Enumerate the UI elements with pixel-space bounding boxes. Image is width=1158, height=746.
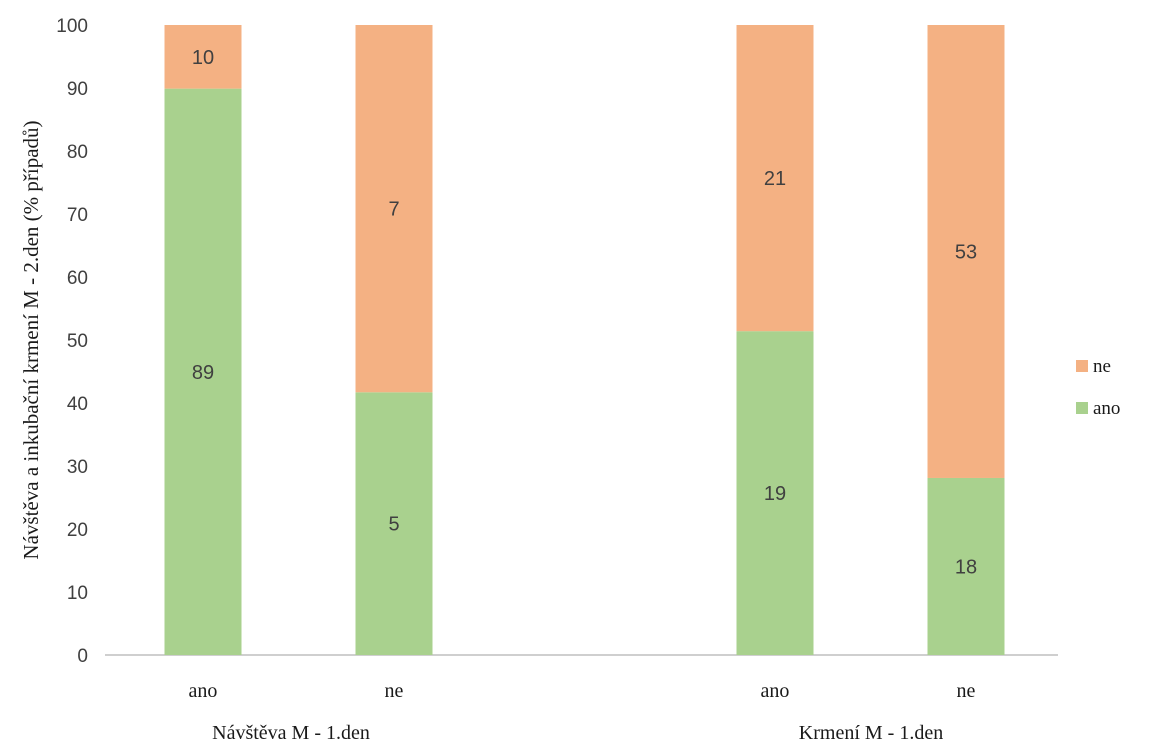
y-tick-label: 100	[56, 16, 88, 37]
legend-swatch-ne	[1076, 360, 1088, 372]
bars-layer	[164, 25, 1005, 655]
group-label: Návštěva M - 1.den	[212, 722, 370, 744]
data-label-ano: 89	[192, 362, 214, 384]
data-label-ano: 19	[764, 483, 786, 505]
y-tick-label: 80	[67, 142, 88, 163]
category-label: ne	[957, 680, 976, 702]
category-label: ano	[761, 680, 790, 702]
y-tick-label: 20	[67, 520, 88, 541]
legend-label-ne: ne	[1093, 356, 1111, 377]
bar-segment-ne	[736, 25, 814, 332]
category-label: ne	[385, 680, 404, 702]
axis-layer: 0 10 20 30 40 50 60 70 80 90 100	[56, 16, 1058, 667]
y-tick-label: 50	[67, 331, 88, 352]
bar-segment-ne	[927, 25, 1005, 478]
legend-label-ano: ano	[1093, 398, 1120, 419]
bar-segment-ne	[355, 25, 433, 393]
data-label-ne: 53	[955, 241, 977, 263]
bar-segment-ne	[164, 25, 242, 89]
data-label-ano: 5	[388, 514, 399, 536]
bar-segment-ano	[927, 477, 1005, 655]
bar-segment-ano	[355, 392, 433, 655]
bar-segment-ano	[164, 88, 242, 655]
y-tick-label: 70	[67, 205, 88, 226]
y-axis-title: Návštěva a inkubační krmení M - 2.den (%…	[19, 120, 43, 559]
legend: ne ano	[1076, 356, 1120, 419]
y-tick-label: 40	[67, 394, 88, 415]
bar-segment-ano	[736, 331, 814, 655]
y-tick-label: 10	[67, 583, 88, 604]
group-label: Krmení M - 1.den	[799, 722, 943, 744]
y-tick-label: 30	[67, 457, 88, 478]
category-label: ano	[189, 680, 218, 702]
data-label-ne: 10	[192, 47, 214, 69]
y-tick-label: 0	[77, 646, 88, 667]
data-label-ano: 18	[955, 556, 977, 578]
legend-swatch-ano	[1076, 402, 1088, 414]
y-tick-label: 60	[67, 268, 88, 289]
data-label-ne: 21	[764, 168, 786, 190]
y-tick-label: 90	[67, 79, 88, 100]
data-label-ne: 7	[388, 199, 399, 221]
labels-layer: 89 10 ano 5 7 ne 19 21 ano 18 53 ne Návštěva M - 1.d…	[189, 47, 978, 744]
